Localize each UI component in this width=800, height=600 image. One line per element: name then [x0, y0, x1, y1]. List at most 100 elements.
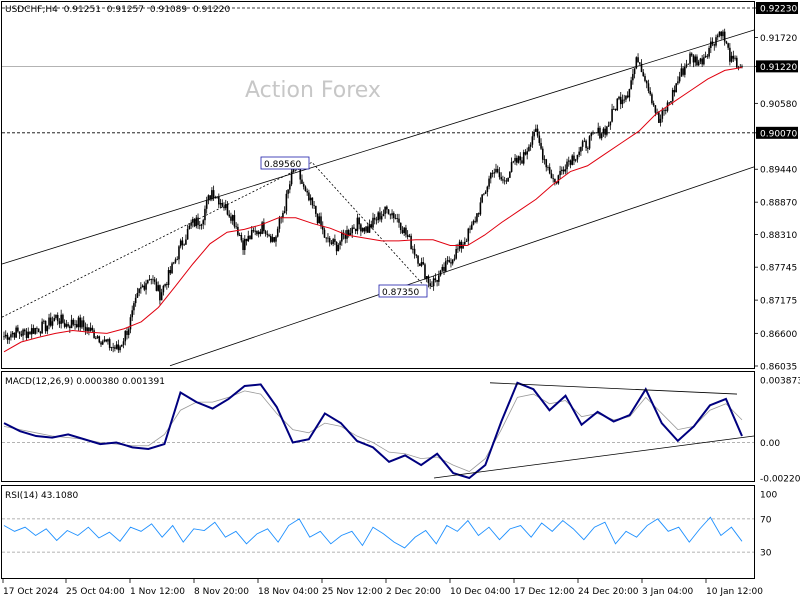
candle-body — [462, 244, 464, 249]
candle-body — [250, 230, 253, 240]
candle-body — [507, 177, 509, 182]
candle-body — [302, 183, 305, 187]
watermark: Action Forex — [245, 78, 381, 103]
candle-body — [474, 220, 477, 222]
candle-body — [592, 132, 594, 134]
candle-body — [559, 170, 561, 176]
time-axis-label: 17 Dec 12:00 — [514, 587, 575, 597]
candle-body — [699, 58, 702, 62]
candle-body — [276, 228, 279, 237]
candle-body — [356, 217, 359, 232]
candle-body — [384, 206, 386, 214]
candle-body — [541, 148, 544, 160]
swing-dotted-line — [1, 161, 429, 318]
candle-body — [29, 331, 31, 335]
candle-body — [353, 227, 355, 229]
candle-body — [214, 197, 217, 199]
candle-body — [628, 89, 631, 98]
candle-body — [552, 178, 554, 180]
candle-body — [254, 230, 256, 232]
candle-body — [252, 230, 255, 232]
candle-body — [81, 320, 83, 328]
candle-body — [708, 47, 710, 57]
candle-body — [701, 58, 703, 65]
candle-body — [339, 241, 341, 245]
candle-body — [65, 324, 68, 327]
candle-body — [380, 216, 383, 220]
candle-body — [451, 259, 454, 264]
candle-body — [39, 332, 42, 334]
candle-body — [500, 177, 502, 180]
candle-body — [668, 102, 671, 104]
candle-body — [386, 206, 388, 210]
rsi-title: RSI(14) 43.1080 — [5, 491, 78, 501]
candle-body — [703, 57, 705, 65]
candle-body — [600, 133, 603, 139]
candle-body — [692, 55, 695, 63]
candle-body — [20, 333, 23, 336]
candle-body — [321, 226, 324, 230]
candle-body — [425, 276, 428, 279]
candle-body — [569, 160, 572, 165]
candle-body — [619, 96, 622, 105]
candle-body — [315, 205, 317, 214]
candle-body — [117, 344, 120, 351]
candle-body — [155, 281, 158, 291]
candle-body — [382, 213, 385, 217]
candle-body — [238, 235, 241, 236]
candle-body — [697, 61, 700, 66]
candle-body — [616, 98, 619, 111]
low-value: 0.91089 — [150, 5, 187, 15]
candle-body — [673, 89, 676, 93]
candle-body — [495, 168, 497, 173]
candle-body — [224, 204, 227, 209]
candle-body — [392, 213, 395, 219]
candle-body — [406, 234, 409, 237]
candle-body — [502, 179, 504, 181]
candle-body — [671, 89, 674, 102]
candle-body — [566, 161, 568, 170]
candle-body — [509, 171, 511, 178]
candle-body — [337, 244, 340, 252]
candle-body — [157, 285, 159, 291]
candle-body — [134, 297, 137, 304]
candle-body — [269, 235, 272, 242]
candle-body — [84, 326, 87, 331]
macd-lower-trendline — [433, 435, 755, 479]
candle-body — [349, 233, 352, 235]
candle-body — [684, 66, 686, 75]
price-axis-highlight — [756, 2, 798, 14]
candle-body — [465, 241, 468, 243]
candle-body — [519, 156, 522, 161]
candle-body — [467, 228, 470, 242]
time-axis-label: 8 Nov 20:00 — [194, 587, 249, 597]
candle-body — [133, 303, 135, 311]
macd-title: MACD(12,26,9) 0.000380 0.001391 — [5, 377, 165, 387]
candle-body — [60, 314, 62, 324]
candle-body — [379, 212, 381, 220]
candle-body — [443, 266, 445, 272]
candle-body — [453, 258, 456, 260]
candle-body — [417, 255, 419, 264]
candle-body — [580, 146, 582, 152]
candle-body — [138, 288, 140, 293]
candle-body — [11, 332, 14, 335]
candle-body — [46, 325, 49, 332]
candle-body — [412, 248, 414, 250]
candle-body — [193, 219, 196, 227]
candle-body — [131, 310, 133, 318]
candle-body — [316, 213, 319, 224]
candle-body — [27, 331, 30, 338]
candle-body — [233, 215, 236, 227]
candle-body — [614, 108, 617, 111]
candle-body — [587, 148, 589, 149]
candle-body — [470, 224, 473, 230]
candle-body — [602, 128, 605, 134]
candle-body — [599, 127, 601, 139]
candle-body — [618, 96, 620, 99]
candle-body — [10, 334, 12, 338]
candle-body — [334, 239, 336, 242]
candle-body — [713, 44, 716, 46]
candle-body — [370, 224, 373, 228]
candle-body — [548, 167, 551, 174]
